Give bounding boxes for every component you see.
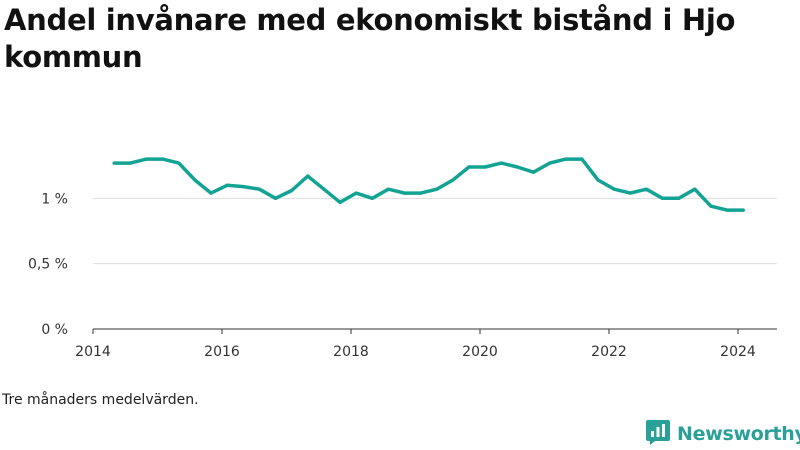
data-point bbox=[499, 161, 503, 165]
x-tick-label: 2024 bbox=[720, 344, 756, 360]
data-point bbox=[338, 200, 342, 204]
data-point bbox=[209, 191, 213, 195]
x-tick-label: 2020 bbox=[462, 344, 498, 360]
data-point bbox=[402, 191, 407, 195]
data-point bbox=[419, 191, 423, 195]
data-point bbox=[225, 183, 229, 187]
series-layer bbox=[112, 157, 745, 212]
x-tick-label: 2014 bbox=[75, 344, 111, 360]
data-point bbox=[548, 161, 552, 165]
y-axis-labels: 0 % 0,5 % 1 % bbox=[28, 191, 68, 338]
brand-logo[interactable]: Newsworthy bbox=[645, 420, 800, 448]
data-point bbox=[322, 187, 326, 191]
data-point bbox=[451, 178, 455, 182]
data-point bbox=[709, 204, 713, 208]
data-point bbox=[596, 178, 600, 182]
data-point bbox=[660, 196, 665, 200]
grid-lines bbox=[93, 197, 777, 265]
data-point bbox=[290, 188, 294, 193]
data-point bbox=[354, 191, 358, 195]
data-point bbox=[144, 157, 149, 161]
x-tick-label: 2016 bbox=[204, 344, 240, 360]
brand-name: Newsworthy bbox=[677, 423, 800, 445]
x-axis: 2014 2016 2018 2020 2022 2024 bbox=[75, 328, 777, 360]
x-tick-label: 2022 bbox=[591, 344, 627, 360]
data-point bbox=[693, 187, 697, 191]
data-point bbox=[370, 196, 374, 200]
data-point bbox=[386, 187, 391, 191]
data-point bbox=[531, 170, 536, 174]
data-point bbox=[612, 187, 616, 191]
y-tick-label: 0 % bbox=[41, 322, 68, 338]
data-point bbox=[741, 208, 745, 212]
data-point bbox=[306, 174, 310, 178]
data-point bbox=[644, 187, 649, 191]
data-point bbox=[564, 157, 568, 161]
data-point bbox=[112, 161, 116, 165]
chart-caption: Tre månaders medelvärden. bbox=[2, 392, 199, 408]
data-point bbox=[515, 165, 520, 169]
data-point bbox=[483, 165, 487, 169]
data-point bbox=[241, 184, 245, 189]
x-tick-label: 2018 bbox=[333, 344, 369, 360]
data-point bbox=[193, 178, 197, 182]
series-line bbox=[112, 157, 745, 212]
data-point bbox=[725, 208, 729, 212]
chart-title: Andel invånare med ekonomiskt bistånd i … bbox=[4, 3, 736, 74]
data-point bbox=[128, 161, 133, 165]
y-tick-label: 1 % bbox=[41, 191, 68, 207]
data-point bbox=[580, 157, 584, 161]
y-tick-label: 0,5 % bbox=[28, 257, 68, 273]
data-point bbox=[435, 187, 439, 191]
newsworthy-logo-icon bbox=[645, 418, 671, 450]
data-point bbox=[628, 191, 632, 195]
data-point bbox=[161, 157, 165, 161]
data-point bbox=[467, 165, 471, 169]
data-point bbox=[177, 161, 181, 165]
data-point bbox=[257, 187, 262, 191]
data-point bbox=[677, 196, 681, 200]
data-point bbox=[273, 196, 278, 200]
